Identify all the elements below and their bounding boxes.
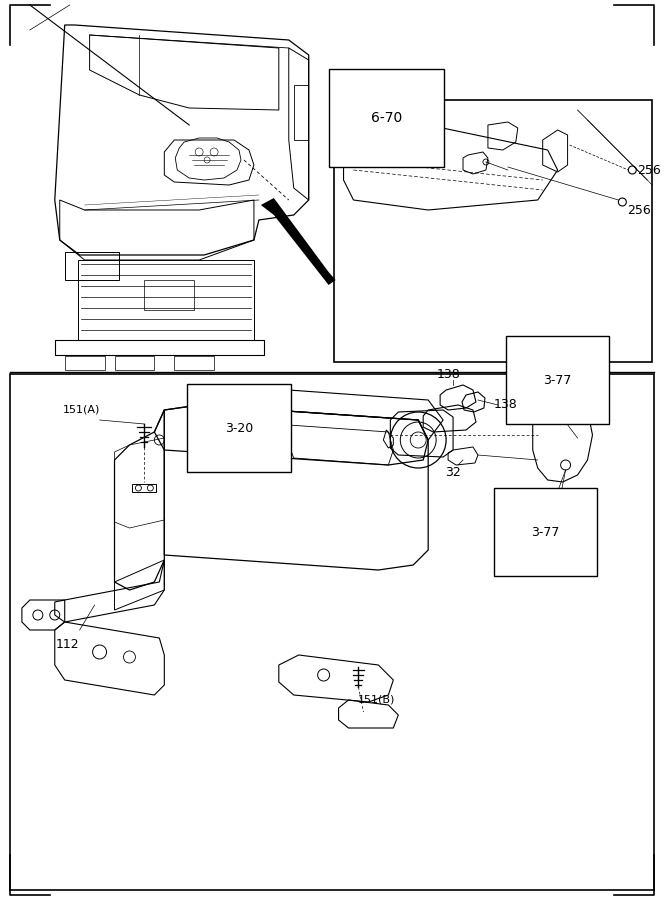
Bar — [174, 356, 214, 370]
Text: 3-77: 3-77 — [544, 374, 572, 386]
Bar — [133, 484, 156, 492]
Bar — [65, 356, 105, 370]
Bar — [65, 252, 119, 280]
Bar — [10, 374, 654, 890]
Text: 3-77: 3-77 — [532, 526, 560, 538]
Bar — [334, 100, 652, 362]
Bar — [144, 280, 194, 310]
Text: 112: 112 — [56, 638, 79, 652]
Text: 151(A): 151(A) — [63, 405, 100, 415]
Text: 138: 138 — [436, 367, 460, 381]
Bar — [115, 356, 154, 370]
Text: 256: 256 — [637, 164, 661, 176]
Bar — [293, 85, 307, 140]
Text: 138: 138 — [494, 399, 518, 411]
Text: 3-20: 3-20 — [225, 421, 253, 435]
Text: 151(B): 151(B) — [358, 695, 395, 705]
Text: 32: 32 — [445, 465, 461, 479]
Polygon shape — [261, 198, 336, 285]
Text: 6-70: 6-70 — [371, 111, 402, 125]
Text: 256: 256 — [628, 203, 651, 217]
